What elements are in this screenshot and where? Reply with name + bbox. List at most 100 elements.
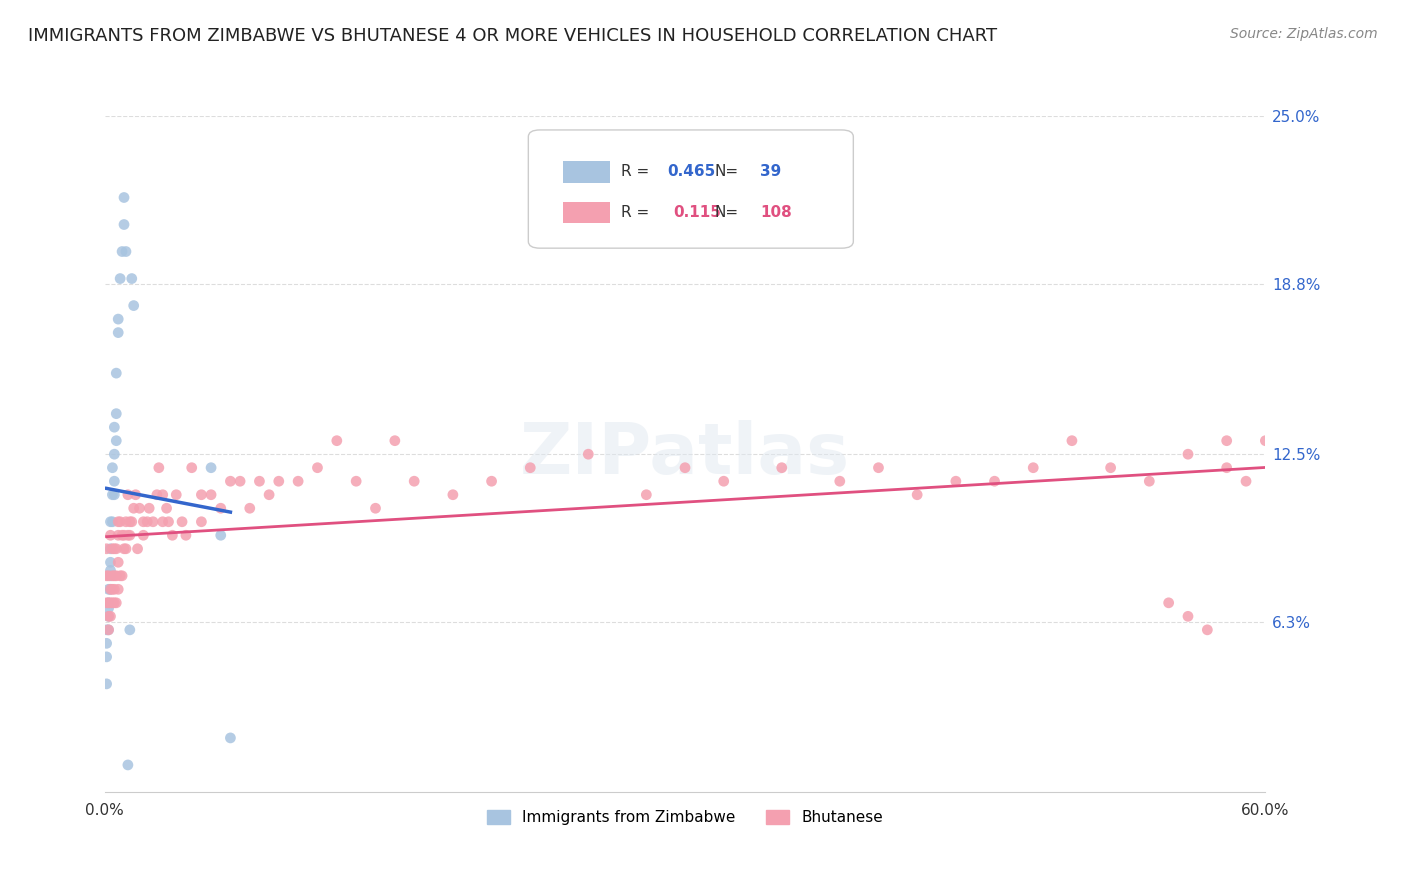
Point xyxy=(100,563,122,577)
Point xyxy=(117,528,139,542)
Point xyxy=(636,488,658,502)
Point xyxy=(257,488,280,502)
Point xyxy=(128,501,150,516)
Point xyxy=(132,515,155,529)
Text: 0.115: 0.115 xyxy=(673,205,721,219)
Text: ZIPatlas: ZIPatlas xyxy=(520,420,851,489)
Point xyxy=(162,528,184,542)
Point xyxy=(136,515,159,529)
Text: IMMIGRANTS FROM ZIMBABWE VS BHUTANESE 4 OR MORE VEHICLES IN HOUSEHOLD CORRELATIO: IMMIGRANTS FROM ZIMBABWE VS BHUTANESE 4 … xyxy=(28,27,997,45)
Point xyxy=(118,528,141,542)
Point xyxy=(103,447,125,461)
Point xyxy=(983,474,1005,488)
Point xyxy=(96,649,118,664)
Point xyxy=(905,488,928,502)
Point xyxy=(100,569,122,583)
Point xyxy=(519,460,541,475)
Point xyxy=(107,555,129,569)
Point xyxy=(1177,609,1199,624)
Point xyxy=(97,609,120,624)
Point xyxy=(107,312,129,326)
Point xyxy=(107,326,129,340)
Point xyxy=(307,460,329,475)
Bar xyxy=(564,202,610,223)
Point xyxy=(115,515,138,529)
Point xyxy=(112,218,135,232)
Point xyxy=(770,460,793,475)
Point xyxy=(229,474,252,488)
Point xyxy=(108,569,131,583)
Point xyxy=(111,528,134,542)
Point xyxy=(287,474,309,488)
Point xyxy=(152,515,174,529)
Point xyxy=(105,366,128,380)
Point xyxy=(1234,474,1257,488)
Point xyxy=(108,515,131,529)
Text: N=: N= xyxy=(714,164,738,179)
Point xyxy=(101,515,124,529)
Point xyxy=(115,541,138,556)
Point xyxy=(1060,434,1083,448)
Point xyxy=(97,623,120,637)
Point xyxy=(96,636,118,650)
Point xyxy=(174,528,197,542)
Point xyxy=(103,420,125,434)
Point xyxy=(100,528,122,542)
Point xyxy=(200,488,222,502)
Point xyxy=(1137,474,1160,488)
Point xyxy=(1351,460,1374,475)
Point xyxy=(673,460,696,475)
Point xyxy=(180,460,202,475)
Text: R =: R = xyxy=(621,205,659,219)
Point xyxy=(103,582,125,597)
Point xyxy=(103,474,125,488)
Point xyxy=(165,488,187,502)
Point xyxy=(101,541,124,556)
Point xyxy=(111,244,134,259)
Point xyxy=(103,596,125,610)
Point xyxy=(107,582,129,597)
Point xyxy=(97,623,120,637)
Point xyxy=(219,731,242,745)
Point xyxy=(105,596,128,610)
Point xyxy=(115,244,138,259)
Point xyxy=(142,515,165,529)
Point xyxy=(1312,447,1334,461)
Point xyxy=(112,528,135,542)
Point xyxy=(118,623,141,637)
Text: 0.465: 0.465 xyxy=(668,164,716,179)
FancyBboxPatch shape xyxy=(529,130,853,248)
Point xyxy=(97,596,120,610)
Point xyxy=(121,271,143,285)
Point xyxy=(1294,447,1316,461)
Point xyxy=(101,569,124,583)
Point xyxy=(107,515,129,529)
Point xyxy=(209,501,232,516)
Text: 108: 108 xyxy=(761,205,792,219)
Point xyxy=(103,488,125,502)
Point xyxy=(101,488,124,502)
Point xyxy=(100,555,122,569)
Point xyxy=(97,569,120,583)
Point xyxy=(122,501,145,516)
Text: N=: N= xyxy=(714,205,738,219)
Point xyxy=(100,582,122,597)
Point xyxy=(117,488,139,502)
Point xyxy=(108,271,131,285)
Point xyxy=(97,596,120,610)
Text: Source: ZipAtlas.com: Source: ZipAtlas.com xyxy=(1230,27,1378,41)
Point xyxy=(101,596,124,610)
Text: 39: 39 xyxy=(761,164,782,179)
Point xyxy=(239,501,262,516)
Point xyxy=(103,541,125,556)
Point xyxy=(96,677,118,691)
Point xyxy=(117,758,139,772)
Point xyxy=(576,447,599,461)
Point xyxy=(713,474,735,488)
Point xyxy=(96,596,118,610)
Point xyxy=(1215,434,1237,448)
Point xyxy=(97,609,120,624)
Text: R =: R = xyxy=(621,164,654,179)
Point xyxy=(1389,434,1406,448)
Point xyxy=(148,460,170,475)
